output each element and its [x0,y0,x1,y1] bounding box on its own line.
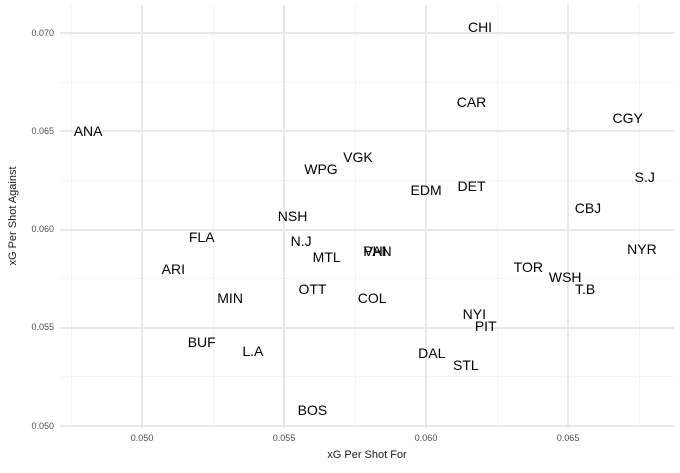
major-gridline-vertical [141,5,144,428]
y-tick-label: 0.070 [31,27,54,38]
minor-gridline-vertical [354,5,356,428]
team-label-wsh: WSH [548,268,582,285]
minor-gridline-vertical [212,5,214,428]
team-label-fla: FLA [188,229,215,246]
team-label-car: CAR [456,93,487,110]
x-tick-label: 0.060 [414,433,438,443]
team-label-nj: N.J [290,233,312,250]
team-label-det: DET [457,178,486,195]
minor-gridline-vertical [496,5,498,428]
y-tick-label: 0.060 [31,224,54,235]
team-label-buf: BUF [187,333,216,350]
major-gridline-vertical [283,5,286,428]
major-gridline-horizontal [60,32,674,35]
minor-gridline-horizontal [60,81,674,83]
team-label-pit: PIT [474,317,497,334]
minor-gridline-horizontal [60,179,674,181]
major-gridline-vertical [567,5,570,428]
x-tick-label: 0.050 [130,433,154,443]
y-tick-label: 0.065 [31,125,54,136]
team-label-chi: CHI [467,19,493,36]
x-axis-title: xG Per Shot For [327,449,407,461]
team-label-col: COL [357,290,387,307]
team-label-nyi: NYI [462,306,487,323]
major-gridline-horizontal [60,228,674,231]
team-label-mtl: MTL [312,249,341,266]
team-label-van: VAN [363,243,392,260]
team-label-vgk: VGK [343,148,373,165]
y-axis-title: xG Per Shot Against [7,166,19,266]
team-label-bos: BOS [297,402,328,419]
minor-gridline-vertical [70,5,72,428]
minor-gridline-horizontal [60,376,674,378]
team-label-ott: OTT [298,280,327,297]
team-label-cgy: CGY [612,109,643,126]
team-label-tb: T.B [574,280,596,297]
team-label-sj: S.J [634,168,655,185]
team-label-nsh: NSH [277,207,308,224]
team-label-min: MIN [217,290,243,307]
team-label-ari: ARI [161,260,185,277]
major-gridline-horizontal [60,425,674,428]
team-label-phi: PHI [363,243,387,260]
plot-panel: ANA ARI BOS BUF CAR CBJ CGY CHI COL DAL DET EDM FLA L… [60,5,674,428]
team-label-la: L.A [242,343,264,360]
major-gridline-vertical [425,5,428,428]
team-label-cbj: CBJ [574,199,602,216]
y-tick-label: 0.050 [31,420,54,431]
team-label-nyr: NYR [627,241,657,258]
minor-gridline-horizontal [60,278,674,280]
y-tick-label: 0.055 [31,322,54,333]
major-gridline-horizontal [60,326,674,329]
team-label-wpg: WPG [304,160,338,177]
team-label-tor: TOR [513,258,543,275]
major-gridline-horizontal [60,130,674,133]
x-tick-label: 0.055 [272,433,296,443]
team-label-edm: EDM [410,182,442,199]
team-label-stl: STL [452,357,479,374]
x-tick-label: 0.065 [556,433,580,443]
team-label-dal: DAL [418,345,446,362]
minor-gridline-vertical [638,5,640,428]
team-label-ana: ANA [73,123,103,140]
